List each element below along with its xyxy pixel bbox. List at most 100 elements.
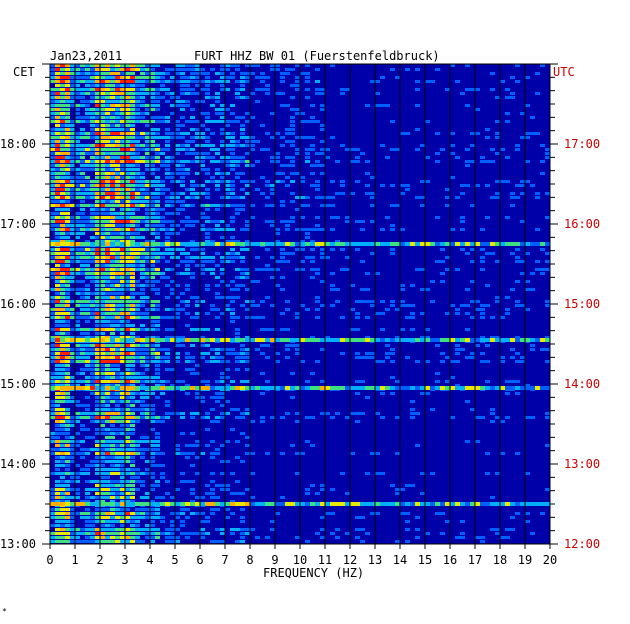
band-3-cell (165, 242, 170, 246)
band-2-cell (325, 338, 330, 342)
band-2-cell (125, 338, 130, 342)
band-0-cell (320, 502, 325, 506)
band-1-cell (205, 386, 210, 390)
y-right-label-16:00: 16:00 (564, 217, 600, 231)
band-0-cell (110, 502, 115, 506)
band-2-cell (170, 338, 175, 342)
band-0-cell (155, 502, 160, 506)
band-1-cell (360, 386, 365, 390)
band-0-cell (285, 502, 290, 506)
axes: 0 1 2 3 4 5 6 7 8 9 10 11 12 13 14 15 16 17 18 19 2018:0017:… (0, 63, 600, 567)
y-left-label-14:00: 14:00 (0, 457, 36, 471)
band-1-cell (315, 386, 320, 390)
band-2-cell (110, 338, 115, 342)
band-2-cell (430, 338, 435, 342)
band-2-cell (455, 338, 460, 342)
band-0-cell (545, 502, 550, 506)
band-0-cell (390, 502, 395, 506)
band-2-cell (480, 338, 485, 342)
band-0-cell (270, 502, 275, 506)
band-2-cell (280, 338, 285, 342)
band-2-cell (370, 338, 375, 342)
band-3-cell (295, 242, 300, 246)
band-3-cell (240, 242, 245, 246)
band-2-cell (140, 338, 145, 342)
band-2-cell (395, 338, 400, 342)
band-1-cell (220, 386, 225, 390)
x-tick-label-13: 13 (368, 553, 382, 567)
band-0-cell (70, 502, 75, 506)
band-0-cell (185, 502, 190, 506)
band-3-cell (360, 242, 365, 246)
band-1-cell (345, 386, 350, 390)
band-3-cell (450, 242, 455, 246)
band-0-cell (450, 502, 455, 506)
band-3-cell (350, 242, 355, 246)
band-1-cell (515, 386, 520, 390)
band-3-cell (400, 242, 405, 246)
band-1-cell (245, 386, 250, 390)
band-1-cell (545, 386, 550, 390)
band-1-cell (270, 386, 275, 390)
band-0-cell (330, 502, 335, 506)
x-tick-label-6: 6 (196, 553, 203, 567)
band-1-cell (375, 386, 380, 390)
band-2-cell (75, 338, 80, 342)
band-1-cell (485, 386, 490, 390)
band-2-cell (445, 338, 450, 342)
band-3-cell (355, 242, 360, 246)
x-tick-label-4: 4 (146, 553, 153, 567)
band-3-cell (415, 242, 420, 246)
band-1-cell (340, 386, 345, 390)
band-0-cell (485, 502, 490, 506)
band-1-cell (265, 386, 270, 390)
band-2-cell (435, 338, 440, 342)
y-right-label-13:00: 13:00 (564, 457, 600, 471)
band-1-cell (380, 386, 385, 390)
band-0-cell (215, 502, 220, 506)
band-2-cell (355, 338, 360, 342)
band-3-cell (65, 242, 70, 246)
band-0-cell (500, 502, 505, 506)
band-2-cell (505, 338, 510, 342)
band-2-cell (400, 338, 405, 342)
band-2-cell (50, 338, 55, 342)
band-0-cell (290, 502, 295, 506)
band-2-cell (120, 338, 125, 342)
band-3-cell (175, 242, 180, 246)
band-3-cell (270, 242, 275, 246)
band-0-cell (75, 502, 80, 506)
band-2-cell (440, 338, 445, 342)
band-3-cell (275, 242, 280, 246)
band-1-cell (120, 386, 125, 390)
band-2-cell (175, 338, 180, 342)
band-1-cell (55, 386, 60, 390)
x-tick-label-9: 9 (271, 553, 278, 567)
band-0-cell (170, 502, 175, 506)
band-1-cell (365, 386, 370, 390)
x-tick-label-5: 5 (171, 553, 178, 567)
band-1-cell (160, 386, 165, 390)
band-3-cell (190, 242, 195, 246)
horizontal-bands (50, 242, 550, 506)
band-1-cell (505, 386, 510, 390)
band-0-cell (360, 502, 365, 506)
band-2-cell (115, 338, 120, 342)
band-3-cell (500, 242, 505, 246)
utc-label: UTC (553, 65, 575, 79)
band-2-cell (245, 338, 250, 342)
spectrogram-noise (50, 64, 550, 543)
band-0-cell (295, 502, 300, 506)
band-2-cell (315, 338, 320, 342)
band-3-cell (90, 242, 95, 246)
band-1-cell (85, 386, 90, 390)
band-1-cell (50, 386, 55, 390)
band-0-cell (175, 502, 180, 506)
band-1-cell (145, 386, 150, 390)
x-tick-label-10: 10 (293, 553, 307, 567)
band-0-cell (380, 502, 385, 506)
band-3-cell (85, 242, 90, 246)
band-3-cell (545, 242, 550, 246)
band-3-cell (155, 242, 160, 246)
